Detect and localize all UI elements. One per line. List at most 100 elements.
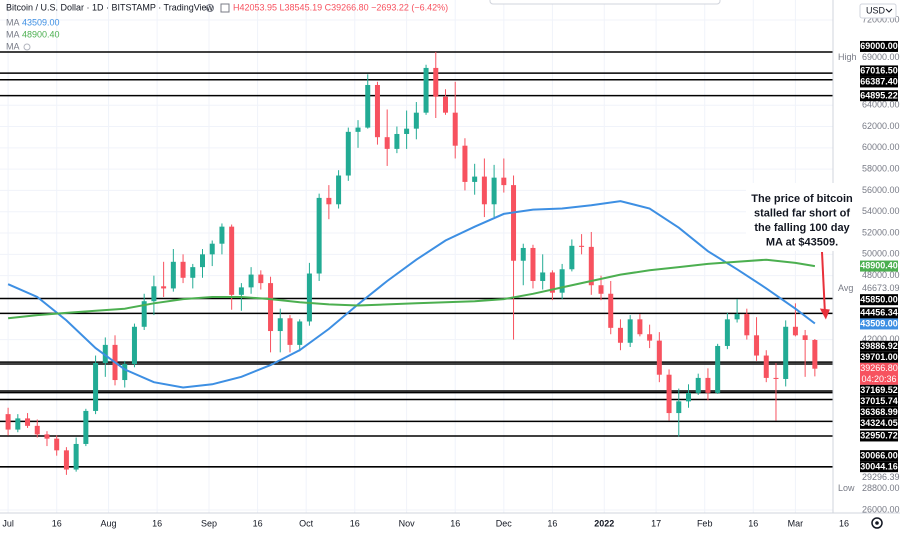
- settings-icon[interactable]: [220, 3, 230, 13]
- candle-body: [63, 450, 69, 470]
- candle-body: [199, 254, 205, 268]
- level-label: 39701.00: [860, 352, 898, 362]
- indicator-name: MA: [6, 17, 20, 27]
- x-tick-label: Mar: [788, 518, 804, 528]
- plot: [5, 51, 818, 475]
- candle-body: [5, 414, 11, 430]
- candle-body: [25, 418, 31, 426]
- ma-label-box: [860, 318, 898, 330]
- candle-body: [511, 185, 517, 261]
- y-tick-label: 56000.00: [862, 185, 900, 195]
- candle-body: [802, 335, 808, 340]
- y-tick-label: 60000.00: [862, 142, 900, 152]
- dialog-edge: [489, 0, 721, 5]
- candle-body: [617, 327, 623, 343]
- candle-body: [15, 418, 21, 430]
- level-label-box: [860, 430, 898, 442]
- candle-body: [219, 226, 225, 244]
- price-axis: 72000.00 64000.00 62000.00 60000.00 58000.00…: [838, 14, 900, 514]
- x-tick-label: Aug: [101, 518, 117, 528]
- level-label-box: [860, 340, 898, 352]
- last-price-label: 39266.80: [860, 363, 898, 373]
- level-label: 30044.16: [860, 461, 898, 471]
- candle-body: [724, 319, 730, 346]
- candle-body: [394, 133, 400, 149]
- candle-body: [34, 425, 40, 435]
- level-label-box: [860, 395, 898, 407]
- candle-body: [754, 335, 760, 356]
- level-label: 44456.34: [860, 308, 898, 318]
- candle-body: [141, 301, 147, 327]
- candle-body: [170, 261, 176, 289]
- moving-average-line: [7, 258, 816, 320]
- x-tick-label: Dec: [496, 518, 513, 528]
- y-tick-label: 72000.00: [862, 14, 900, 24]
- candle-body: [248, 274, 254, 288]
- candle-body: [73, 443, 79, 470]
- candle-body: [598, 285, 604, 294]
- level-label: 39886.92: [860, 341, 898, 351]
- candle-body: [277, 318, 283, 332]
- level-label-box: [860, 461, 898, 473]
- candle-body: [763, 355, 769, 378]
- x-tick-label: 16: [547, 518, 557, 528]
- stat-name: Avg: [838, 283, 853, 293]
- candle-body: [695, 377, 701, 393]
- candle-body: [238, 287, 244, 295]
- candle-body: [792, 326, 798, 336]
- ohlc-legend: H42053.95 L38545.19 C39266.80 −2693.22 (…: [233, 2, 448, 12]
- eye-icon: [23, 43, 31, 51]
- level-label: 36368.99: [860, 407, 898, 417]
- candle-body: [413, 112, 419, 129]
- candle-body: [744, 314, 750, 336]
- candle-body: [666, 374, 672, 414]
- x-tick-label: 16: [748, 518, 758, 528]
- stat-value: 69000.00: [862, 52, 900, 62]
- candle-body: [773, 377, 779, 379]
- candle-body: [54, 438, 60, 451]
- candle-body: [627, 319, 633, 343]
- y-tick-label: 50000.00: [862, 249, 900, 259]
- x-tick-label: Sep: [201, 518, 217, 528]
- candle-body: [326, 197, 332, 205]
- level-label-box: [860, 90, 898, 102]
- x-tick-label: Oct: [299, 518, 314, 528]
- candle-body: [579, 245, 585, 247]
- moving-average-line: [7, 200, 816, 389]
- candle-body: [161, 286, 167, 289]
- gear-icon[interactable]: [871, 517, 883, 529]
- candle-body: [102, 344, 108, 363]
- level-label: 37015.74: [860, 396, 898, 406]
- level-label: 37169.52: [860, 385, 898, 395]
- candle-body: [404, 128, 410, 134]
- levels: [0, 51, 833, 468]
- annotation-line: MA at $43509.: [766, 236, 838, 248]
- annotation: The price of bitcoin stalled far short of…: [746, 183, 858, 320]
- candle-body: [637, 319, 643, 335]
- ma-label: 48900.40: [860, 261, 898, 271]
- candle-body: [530, 247, 536, 281]
- stat-value: 28800.00: [862, 483, 900, 493]
- x-tick-label: 16: [450, 518, 460, 528]
- x-tick-label: Feb: [697, 518, 713, 528]
- candle-body: [501, 177, 507, 186]
- candle-body: [306, 273, 312, 322]
- candle-body: [685, 392, 691, 402]
- candle-body: [384, 137, 390, 149]
- candle-body: [715, 345, 721, 393]
- level-label: 66387.40: [860, 77, 898, 87]
- currency-button[interactable]: [859, 3, 897, 19]
- y-tick-label: 26000.00: [862, 504, 900, 514]
- x-tick-label: 16: [253, 518, 263, 528]
- candle-body: [209, 243, 215, 255]
- x-tick-label: 17: [651, 518, 661, 528]
- x-tick-label: 16: [152, 518, 162, 528]
- candle-body: [676, 401, 682, 414]
- level-label: 30066.00: [860, 450, 898, 460]
- eye-icon[interactable]: [206, 4, 214, 12]
- level-label-box: [860, 76, 898, 88]
- indicator-name: MA: [6, 29, 20, 39]
